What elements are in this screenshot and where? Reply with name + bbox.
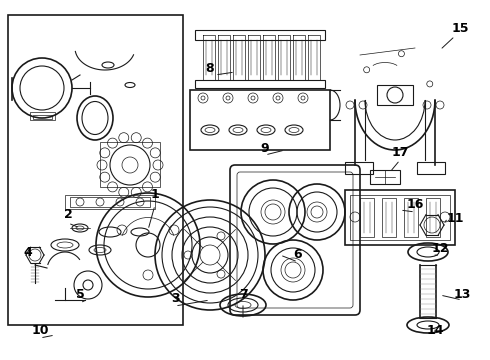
Bar xyxy=(100,142,160,187)
Bar xyxy=(195,30,325,40)
Text: 8: 8 xyxy=(206,62,214,75)
Text: 3: 3 xyxy=(171,292,179,305)
Bar xyxy=(370,170,400,184)
Bar xyxy=(30,112,55,120)
Text: 12: 12 xyxy=(431,242,449,255)
Bar xyxy=(345,190,455,245)
Bar xyxy=(426,198,440,237)
Bar xyxy=(8,15,183,325)
Text: 10: 10 xyxy=(31,324,49,337)
Bar xyxy=(417,162,445,174)
Bar xyxy=(350,195,450,240)
Bar xyxy=(70,197,150,207)
Text: 9: 9 xyxy=(261,141,270,154)
Text: 17: 17 xyxy=(391,147,409,159)
Bar xyxy=(190,90,330,150)
Text: 15: 15 xyxy=(451,22,469,35)
Bar xyxy=(404,198,418,237)
Text: 5: 5 xyxy=(75,288,84,302)
Text: 13: 13 xyxy=(453,288,471,302)
Text: 1: 1 xyxy=(150,189,159,202)
Bar xyxy=(345,162,373,174)
Text: 16: 16 xyxy=(406,198,424,211)
Bar xyxy=(195,80,325,88)
Text: 4: 4 xyxy=(24,247,32,260)
Text: 11: 11 xyxy=(446,211,464,225)
Bar xyxy=(377,85,413,105)
Bar xyxy=(33,115,52,119)
Bar xyxy=(65,195,155,209)
Text: 7: 7 xyxy=(239,288,247,302)
Text: 6: 6 xyxy=(294,248,302,261)
Text: 14: 14 xyxy=(426,324,444,337)
Bar xyxy=(360,198,374,237)
Text: 2: 2 xyxy=(64,208,73,221)
Bar xyxy=(382,198,396,237)
